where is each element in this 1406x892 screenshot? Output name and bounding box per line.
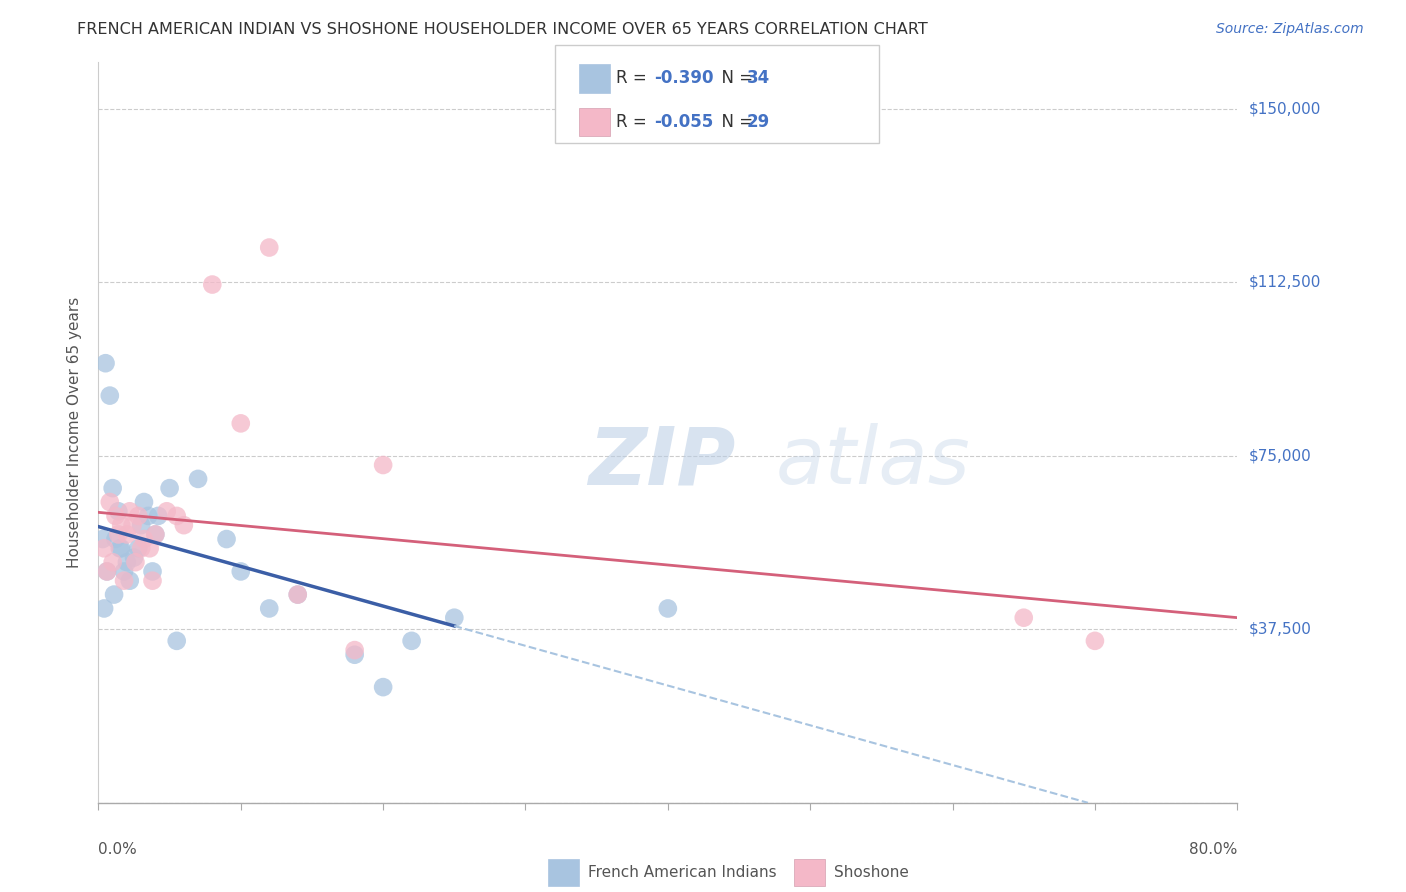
Text: 80.0%: 80.0% bbox=[1189, 842, 1237, 856]
Text: R =: R = bbox=[616, 70, 652, 87]
Point bbox=[115, 555, 138, 569]
Point bbox=[115, 527, 138, 541]
Point bbox=[127, 541, 149, 556]
Point bbox=[259, 240, 281, 255]
Point bbox=[129, 541, 152, 556]
Text: N =: N = bbox=[711, 70, 759, 87]
Y-axis label: Householder Income Over 65 years: Householder Income Over 65 years bbox=[67, 297, 83, 568]
Point bbox=[1012, 610, 1035, 624]
Point bbox=[166, 508, 188, 523]
Point bbox=[112, 574, 135, 588]
Point bbox=[343, 648, 366, 662]
Point bbox=[657, 601, 679, 615]
Point bbox=[104, 508, 127, 523]
Text: $75,000: $75,000 bbox=[1249, 449, 1312, 463]
Text: R =: R = bbox=[616, 113, 652, 131]
Text: 29: 29 bbox=[747, 113, 770, 131]
Point bbox=[124, 555, 146, 569]
Point bbox=[121, 518, 143, 533]
Point bbox=[156, 504, 179, 518]
Text: French American Indians: French American Indians bbox=[588, 865, 776, 880]
Point bbox=[101, 555, 124, 569]
Point bbox=[98, 495, 121, 509]
Point bbox=[101, 481, 124, 495]
Point bbox=[107, 504, 129, 518]
Point bbox=[91, 532, 114, 546]
Point bbox=[96, 565, 118, 579]
Point bbox=[118, 574, 141, 588]
Text: -0.055: -0.055 bbox=[654, 113, 713, 131]
Point bbox=[229, 417, 252, 431]
Text: $112,500: $112,500 bbox=[1249, 275, 1320, 290]
Point bbox=[229, 565, 252, 579]
Text: $150,000: $150,000 bbox=[1249, 101, 1320, 116]
Point bbox=[103, 588, 125, 602]
Point bbox=[187, 472, 209, 486]
Point bbox=[215, 532, 238, 546]
Point bbox=[98, 388, 121, 402]
Text: atlas: atlas bbox=[776, 423, 970, 501]
Point bbox=[145, 527, 167, 541]
Point bbox=[173, 518, 195, 533]
Point bbox=[110, 518, 132, 533]
Text: 0.0%: 0.0% bbox=[98, 842, 138, 856]
Point bbox=[132, 495, 155, 509]
Point bbox=[343, 643, 366, 657]
Point bbox=[110, 541, 132, 556]
Point bbox=[371, 680, 394, 694]
Point bbox=[166, 633, 188, 648]
Point bbox=[259, 601, 281, 615]
Point bbox=[401, 633, 423, 648]
Text: Source: ZipAtlas.com: Source: ZipAtlas.com bbox=[1216, 22, 1364, 37]
Point bbox=[141, 565, 163, 579]
Point bbox=[201, 277, 224, 292]
Point bbox=[94, 356, 117, 370]
Point bbox=[107, 527, 129, 541]
Point bbox=[108, 541, 131, 556]
Text: -0.390: -0.390 bbox=[654, 70, 713, 87]
Point bbox=[287, 588, 309, 602]
Text: Shoshone: Shoshone bbox=[834, 865, 908, 880]
Point bbox=[104, 532, 127, 546]
Point bbox=[93, 541, 115, 556]
Text: $37,500: $37,500 bbox=[1249, 622, 1312, 637]
Point bbox=[141, 574, 163, 588]
Point bbox=[1084, 633, 1107, 648]
Point bbox=[118, 504, 141, 518]
Text: FRENCH AMERICAN INDIAN VS SHOSHONE HOUSEHOLDER INCOME OVER 65 YEARS CORRELATION : FRENCH AMERICAN INDIAN VS SHOSHONE HOUSE… bbox=[77, 22, 928, 37]
Text: N =: N = bbox=[711, 113, 759, 131]
Point bbox=[371, 458, 394, 472]
Point bbox=[96, 565, 118, 579]
Point bbox=[443, 610, 465, 624]
Point bbox=[159, 481, 181, 495]
Point bbox=[122, 550, 145, 565]
Point bbox=[138, 541, 160, 556]
Point bbox=[129, 518, 152, 533]
Text: ZIP: ZIP bbox=[588, 423, 735, 501]
Point bbox=[136, 508, 159, 523]
Text: 34: 34 bbox=[747, 70, 770, 87]
Point bbox=[93, 601, 115, 615]
Point bbox=[148, 508, 170, 523]
Point bbox=[145, 527, 167, 541]
Point bbox=[132, 532, 155, 546]
Point bbox=[127, 508, 149, 523]
Point bbox=[287, 588, 309, 602]
Point bbox=[112, 565, 135, 579]
